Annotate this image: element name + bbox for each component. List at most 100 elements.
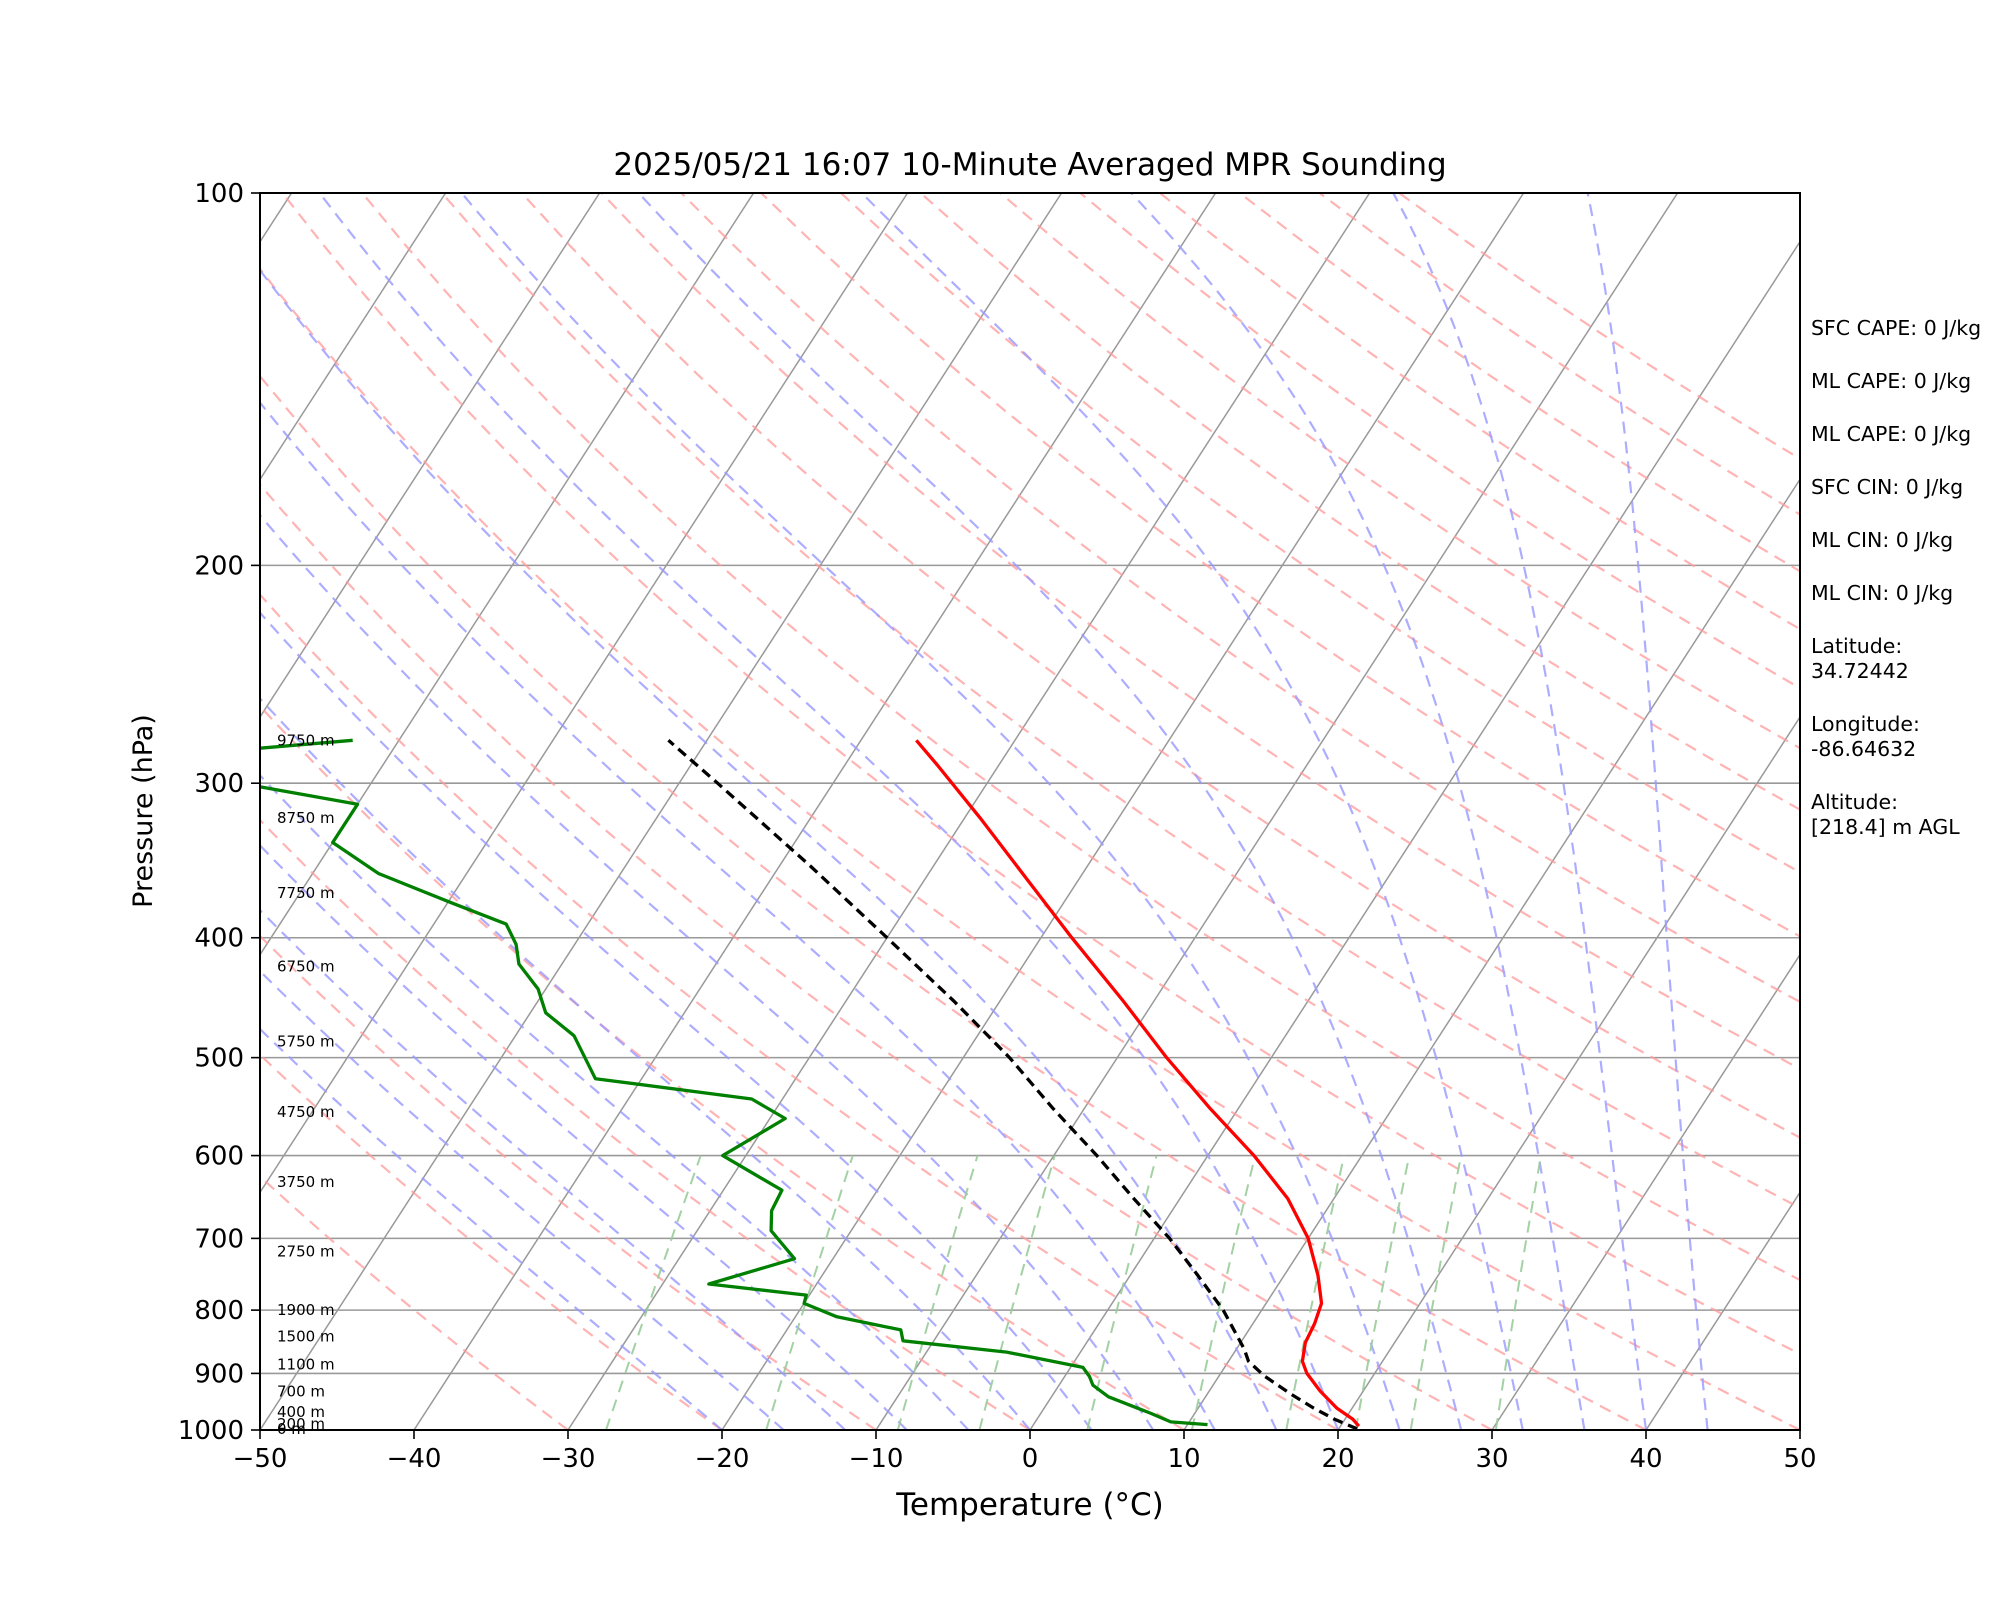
dry-adiabat-line [260,592,1339,1430]
y-tick-label: 100 [194,179,244,209]
moist-adiabat-line [1130,193,1586,1430]
y-tick-label: 700 [194,1224,244,1254]
x-tick-label: −10 [849,1444,904,1474]
moist-adiabat-line [260,513,1155,1430]
mixing-ratio-line [605,1155,702,1430]
y-axis-ticks: 100 200 300 400 500 600 700 800 900 1000 [178,179,260,1446]
series-lines [260,738,1361,1430]
dry-adiabat-line [680,193,1800,1004]
sounding-parameter: Latitude: 34.72442 [1811,634,1909,683]
isotherm-line [721,193,1525,1430]
moist-adiabat-line [460,193,1401,1430]
moist-adiabat-line [1586,193,1709,1430]
moist-adiabat-line [637,193,1463,1430]
sounding-parameters-panel: SFC CAPE: 0 J/kg ML CAPE: 0 J/kg ML CAPE: … [1811,316,1996,868]
moist-adiabat-line [1392,193,1648,1430]
sounding-parameter: SFC CIN: 0 J/kg [1811,475,1964,499]
moist-adiabat-line [260,908,846,1430]
height-label: 700 m [277,1383,325,1401]
height-label: 400 m [277,1403,325,1421]
height-label: 6750 m [277,958,335,976]
isotherm-line [1491,953,1800,1430]
x-tick-label: 0 [1022,1444,1039,1474]
moist-adiabat-line [260,696,1031,1430]
moist-adiabat-line [260,268,1278,1430]
y-tick-label: 300 [194,769,244,799]
x-tick-label: 40 [1629,1444,1662,1474]
dry-adiabat-line [361,193,1800,1282]
dry-adiabat-line [260,818,1031,1430]
isotherm-line [260,193,1063,1430]
x-tick-label: −20 [695,1444,750,1474]
sounding-parameter: Longitude: -86.64632 [1811,712,1920,761]
temperature-profile-line [915,739,1361,1428]
height-label: 7750 m [277,884,335,902]
isotherm-line [260,193,447,481]
height-label: 1100 m [277,1355,335,1373]
height-label: 3750 m [277,1173,335,1191]
mixing-ratio-line [765,1155,854,1430]
isotherm-line [0,193,138,1430]
x-tick-label: −30 [541,1444,596,1474]
dry-adiabat-line [260,1175,569,1430]
moist-adiabat-line [260,843,908,1430]
y-tick-label: 600 [194,1142,244,1172]
height-label: 1500 m [277,1327,335,1345]
mixing-ratio-line [978,1155,1056,1430]
height-labels: 9750 m 8750 m 7750 m 6750 m 5750 m 4750 m 3750… [277,731,335,1438]
isotherm-line [1183,478,1800,1430]
dry-adiabat-line [520,193,1800,1139]
height-label: 9750 m [277,731,335,749]
y-tick-label: 800 [194,1296,244,1326]
dry-adiabat-line [281,193,1800,1356]
dry-adiabat-line [260,267,1800,1430]
dry-adiabat-line [260,374,1647,1430]
sounding-parameter: SFC CAPE: 0 J/kg [1811,316,1982,340]
x-tick-label: −40 [387,1444,442,1474]
y-tick-label: 500 [194,1044,244,1074]
moist-adiabat-line [260,611,1093,1430]
mixing-ratio-line [896,1155,979,1430]
moist-adiabat-line [260,773,970,1430]
plot-area [0,193,1800,1430]
height-label: 2750 m [277,1242,335,1260]
sounding-parameter: Altitude: [218.4] m AGL [1811,790,1960,839]
y-tick-label: 900 [194,1359,244,1389]
isotherm-line [1645,1190,1800,1430]
height-label: 0 m [277,1420,306,1438]
x-tick-label: 50 [1783,1444,1816,1474]
sounding-parameter: ML CAPE: 0 J/kg [1811,422,1972,446]
sounding-parameter: ML CIN: 0 J/kg [1811,581,1954,605]
height-label: 4750 m [277,1103,335,1121]
x-axis-ticks: −50 −40 −30 −20 −10 0 10 20 30 40 50 [233,1430,1817,1474]
dry-adiabat-line [600,193,1800,1071]
isotherm-line [1029,240,1800,1430]
moist-adiabat-line [260,400,1216,1430]
height-label: 8750 m [277,809,335,827]
dry-adiabat-line [441,193,1800,1210]
x-axis-label: Temperature (°C) [895,1487,1164,1523]
x-tick-label: 20 [1321,1444,1354,1474]
parcel-profile-line [667,739,1358,1430]
dewpoint-profile-line [260,738,1208,1427]
mixing-ratio-line [1086,1155,1158,1430]
plot-frame [259,192,1801,1431]
height-label: 5750 m [277,1032,335,1050]
y-tick-label: 400 [194,924,244,954]
dry-adiabat-line [260,483,1493,1430]
isotherm-line [260,193,755,957]
mixing-ratio-line [1190,1155,1257,1430]
sounding-parameter: ML CIN: 0 J/kg [1811,528,1954,552]
x-tick-label: −50 [233,1444,288,1474]
x-tick-label: 30 [1475,1444,1508,1474]
mixing-ratio-line [1494,1155,1542,1430]
height-label: 1900 m [277,1301,335,1319]
x-tick-label: 10 [1167,1444,1200,1474]
moist-adiabat-line [260,969,785,1430]
isotherm-line [875,193,1679,1430]
y-tick-label: 200 [194,551,244,581]
mixing-ratio-line [1285,1155,1346,1430]
dry-adiabat-line [260,1053,723,1430]
moist-adiabat-line [860,193,1524,1430]
